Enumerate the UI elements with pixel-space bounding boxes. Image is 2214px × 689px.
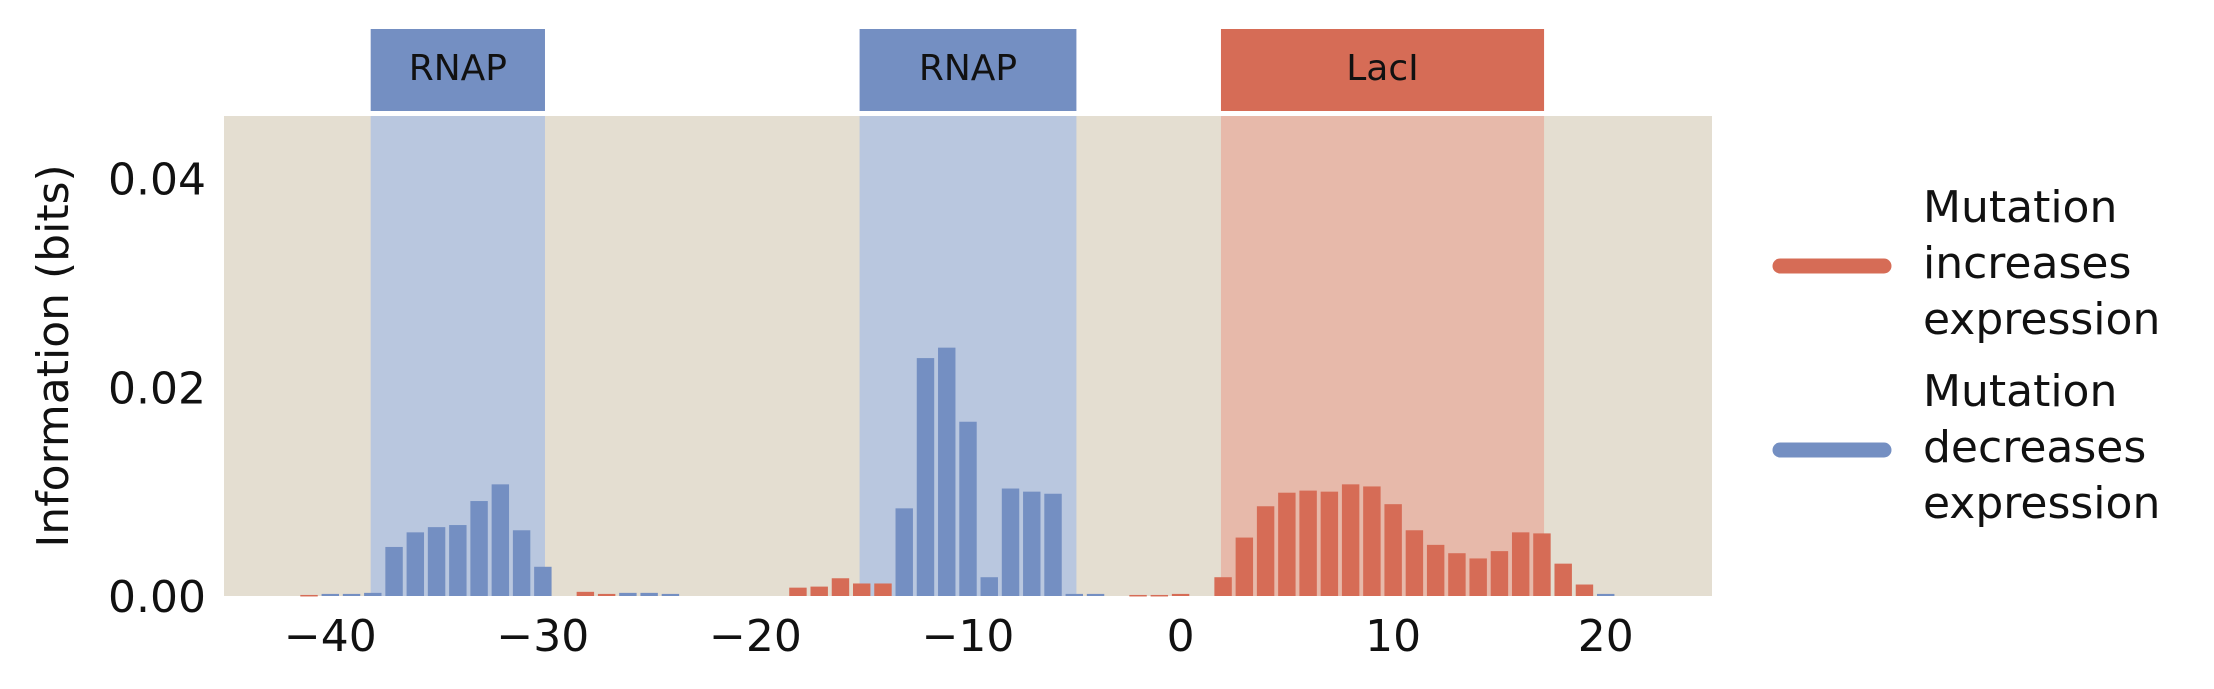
bar-increase-28	[1575, 584, 1594, 596]
bar-decrease-9	[512, 530, 531, 596]
bar-increase-17	[1341, 484, 1360, 596]
bar-increase-10	[1171, 593, 1190, 596]
legend-label-increase: increases	[1923, 238, 2131, 289]
region-label-1: RNAP	[919, 48, 1017, 89]
bar-increase-22	[1448, 553, 1466, 596]
bar-increase-27	[1554, 563, 1572, 596]
y-tick-label: 0.00	[108, 572, 206, 623]
bar-increase-0	[300, 594, 318, 597]
bar-increase-2	[597, 593, 616, 596]
region-label-0: RNAP	[409, 48, 507, 89]
y-tick-label: 0.04	[108, 155, 206, 206]
bar-decrease-11	[619, 592, 637, 596]
bar-increase-14	[1278, 492, 1296, 596]
legend-label-decrease: expression	[1923, 478, 2160, 529]
bar-decrease-10	[534, 566, 552, 596]
bar-increase-15	[1299, 490, 1317, 596]
bar-decrease-23	[1086, 593, 1105, 596]
bar-increase-4	[810, 586, 828, 596]
bar-increase-6	[852, 583, 871, 596]
bar-decrease-19	[1001, 488, 1020, 596]
bar-decrease-0	[321, 593, 340, 596]
bar-increase-21	[1426, 544, 1445, 596]
bar-decrease-17	[959, 421, 977, 596]
bar-increase-1	[576, 591, 595, 596]
region-header-0	[370, 29, 545, 111]
region-shade-2	[1220, 116, 1545, 596]
x-tick-label: −40	[284, 611, 377, 662]
legend-label-decrease: decreases	[1923, 422, 2146, 473]
bar-decrease-20	[1023, 491, 1041, 596]
bar-increase-16	[1320, 491, 1339, 596]
legend-label-increase: Mutation	[1923, 182, 2117, 233]
bar-increase-23	[1469, 558, 1487, 596]
bar-decrease-7	[470, 501, 488, 596]
bar-increase-20	[1405, 530, 1424, 596]
region-header-1	[859, 29, 1077, 111]
x-tick-label: −10	[922, 611, 1015, 662]
bar-increase-11	[1214, 577, 1232, 596]
bar-decrease-18	[980, 577, 998, 596]
bar-decrease-3	[385, 546, 403, 596]
legend-label-decrease: Mutation	[1923, 366, 2117, 417]
x-tick-label: −20	[709, 611, 802, 662]
region-shade-0	[370, 116, 545, 596]
x-tick-label: 20	[1578, 611, 1634, 662]
bar-decrease-12	[640, 592, 658, 596]
bar-increase-26	[1533, 533, 1551, 596]
bar-increase-19	[1384, 504, 1402, 596]
x-tick-label: −30	[496, 611, 589, 662]
bar-increase-7	[874, 583, 892, 596]
y-axis-label: Information (bits)	[28, 164, 79, 547]
bar-increase-12	[1235, 537, 1254, 596]
bar-decrease-4	[406, 532, 425, 596]
bar-decrease-6	[449, 525, 467, 596]
bar-decrease-21	[1044, 493, 1062, 596]
bar-decrease-1	[342, 593, 361, 596]
region-header-2	[1220, 29, 1545, 111]
bar-increase-18	[1363, 486, 1381, 596]
bar-decrease-2	[364, 592, 382, 596]
region-label-2: LacI	[1346, 48, 1419, 89]
x-tick-label: 10	[1365, 611, 1421, 662]
bar-decrease-16	[938, 347, 956, 596]
bar-decrease-24	[1596, 593, 1615, 596]
bar-decrease-14	[895, 508, 913, 596]
bar-increase-9	[1150, 594, 1169, 597]
bar-decrease-15	[916, 358, 935, 596]
bar-decrease-22	[1065, 593, 1084, 596]
bar-increase-24	[1490, 551, 1509, 596]
bar-increase-25	[1511, 532, 1530, 596]
y-tick-label: 0.02	[108, 363, 206, 414]
x-tick-label: 0	[1167, 611, 1195, 662]
bar-decrease-13	[661, 593, 680, 596]
bar-increase-13	[1256, 506, 1275, 596]
bar-increase-8	[1129, 594, 1147, 597]
bar-increase-3	[789, 587, 807, 596]
legend-label-increase: expression	[1923, 294, 2160, 345]
bar-decrease-8	[491, 484, 510, 596]
bar-decrease-5	[427, 527, 446, 596]
bar-increase-5	[831, 578, 850, 596]
